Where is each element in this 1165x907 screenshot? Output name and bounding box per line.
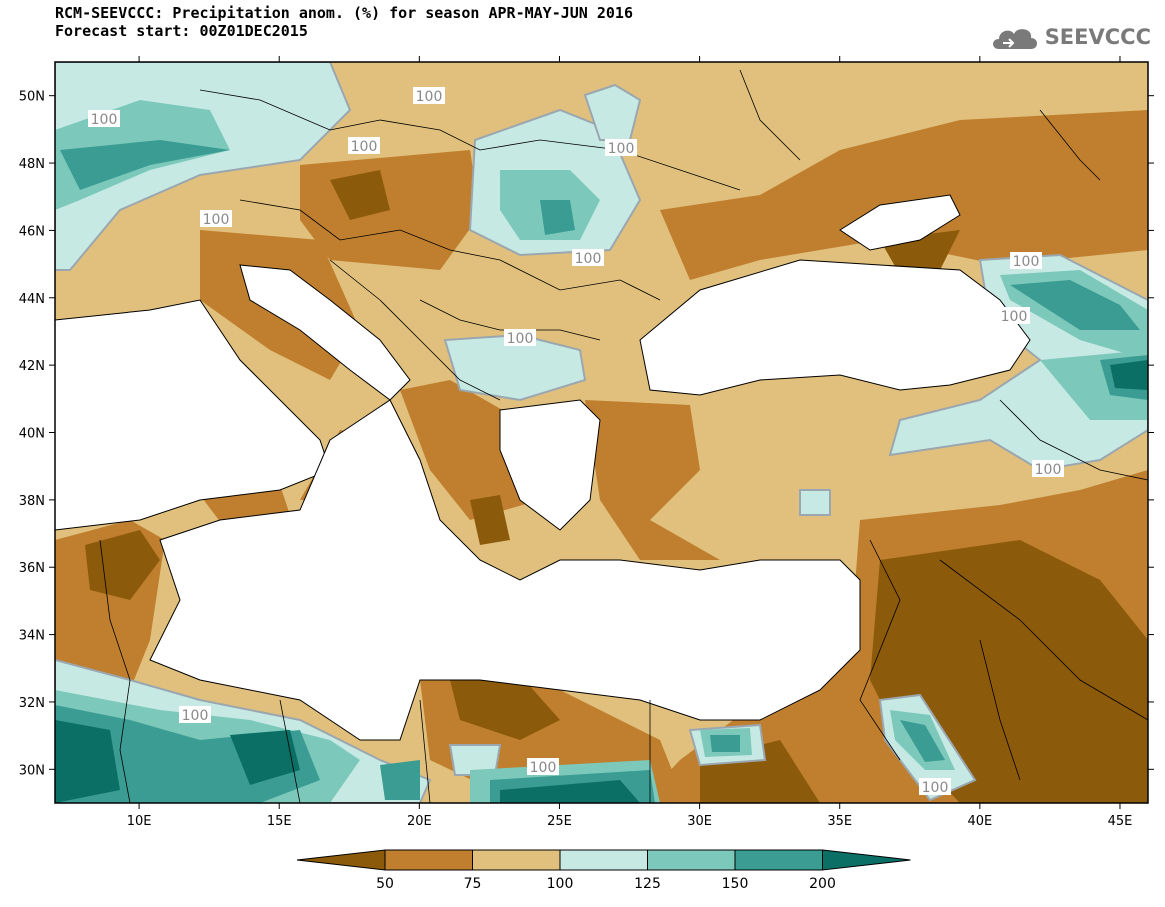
svg-text:100: 100 — [608, 141, 635, 157]
country-borders — [99, 69, 1148, 803]
longitude-axis: 10E 15E 20E 25E 30E 35E 40E 45E — [127, 56, 1133, 829]
contour-label: 100 — [919, 778, 951, 796]
colorbar-level-label: 50 — [376, 876, 394, 892]
lat-tick-label: 40N — [19, 427, 45, 442]
lat-tick-label: 32N — [19, 696, 45, 711]
contour-label: 100 — [998, 307, 1030, 325]
lon-tick-label: 35E — [827, 814, 852, 829]
svg-text:100: 100 — [91, 112, 118, 128]
colorbar-bin — [647, 849, 736, 871]
lon-tick-label: 20E — [407, 814, 432, 829]
svg-text:100: 100 — [575, 251, 602, 267]
lat-tick-label: 30N — [19, 763, 45, 778]
contour-label: 100 — [527, 758, 559, 776]
svg-text:100: 100 — [530, 760, 557, 776]
extreme-wet-regions — [55, 360, 1148, 803]
contour-labels: 100 100 100 100 100 100 100 100 100 100 … — [88, 87, 1064, 796]
lon-tick-label: 25E — [547, 814, 572, 829]
lat-tick-label: 50N — [19, 90, 45, 105]
svg-text:100: 100 — [351, 139, 378, 155]
contour-label: 100 — [504, 329, 536, 347]
map-plot-area — [55, 62, 1148, 803]
contour-label: 100 — [348, 137, 380, 155]
legend-colorbar: 50 75 100 125 150 200 — [296, 849, 911, 892]
lat-tick-label: 36N — [19, 561, 45, 576]
colorbar-level-label: 200 — [809, 876, 836, 892]
colorbar-low-arrow — [296, 849, 386, 871]
contour-label: 100 — [88, 110, 120, 128]
lon-tick-label: 15E — [267, 814, 292, 829]
forecast-start-subtitle: Forecast start: 00Z01DEC2015 — [55, 22, 308, 40]
colorbar-bin — [559, 849, 648, 871]
lat-tick-label: 48N — [19, 157, 45, 172]
colorbar-level-label: 75 — [464, 876, 482, 892]
svg-text:100: 100 — [182, 708, 209, 724]
lon-tick-label: 10E — [127, 814, 152, 829]
colorbar-level-label: 100 — [547, 876, 574, 892]
svg-text:100: 100 — [203, 212, 230, 228]
seas — [55, 194, 1031, 741]
contour-label: 100 — [179, 706, 211, 724]
colorbar-bin — [384, 849, 473, 871]
lat-tick-label: 44N — [19, 292, 45, 307]
svg-text:100: 100 — [922, 780, 949, 796]
lon-tick-label: 45E — [1108, 814, 1133, 829]
svg-text:100: 100 — [1013, 254, 1040, 270]
lat-tick-label: 34N — [19, 629, 45, 644]
lon-tick-label: 30E — [687, 814, 712, 829]
svg-text:100: 100 — [507, 331, 534, 347]
logo-text: SEEVCCC — [1044, 25, 1151, 49]
colorbar-bin — [734, 849, 823, 871]
lat-tick-label: 42N — [19, 359, 45, 374]
cloud-icon — [992, 29, 1037, 49]
latitude-axis: 50N 48N 46N 44N 42N 40N 38N 36N 34N 32N 30N — [19, 90, 1154, 778]
lat-tick-label: 46N — [19, 224, 45, 239]
colorbar-high-arrow — [822, 849, 911, 871]
svg-text:100: 100 — [1035, 462, 1062, 478]
colorbar-level-label: 150 — [722, 876, 749, 892]
lat-tick-label: 38N — [19, 494, 45, 509]
contour-label: 100 — [572, 249, 604, 267]
contour-label: 100 — [200, 210, 232, 228]
colorbar-level-label: 125 — [634, 876, 661, 892]
lon-tick-label: 40E — [967, 814, 992, 829]
seevccc-logo: SEEVCCC — [989, 22, 1151, 52]
contour-label: 100 — [605, 139, 637, 157]
contour-label: 100 — [1032, 460, 1064, 478]
svg-text:100: 100 — [1001, 309, 1028, 325]
colorbar-bin — [472, 849, 561, 871]
svg-text:100: 100 — [416, 89, 443, 105]
map-title: RCM-SEEVCCC: Precipitation anom. (%) for… — [55, 4, 633, 22]
contour-label: 100 — [1010, 252, 1042, 270]
contour-label: 100 — [413, 87, 445, 105]
